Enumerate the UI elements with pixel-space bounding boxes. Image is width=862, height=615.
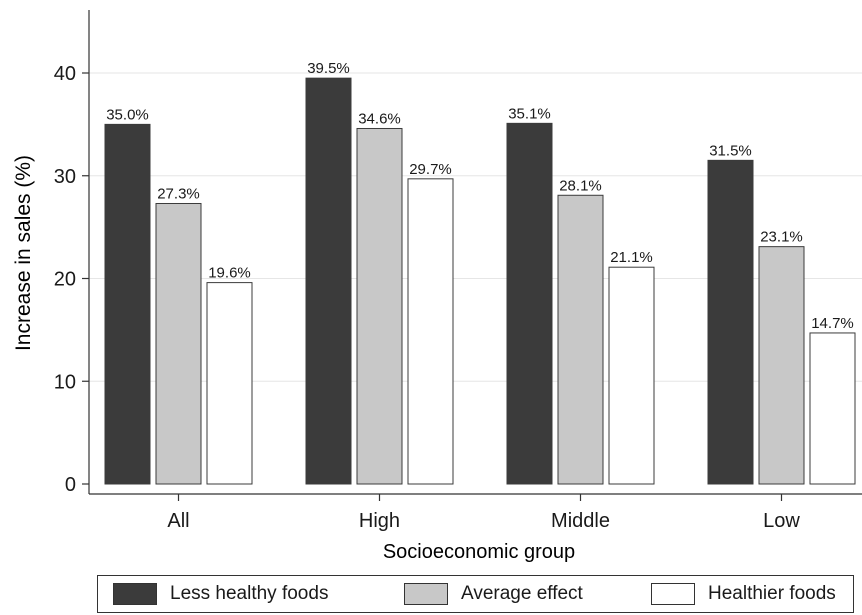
bar-low-series-2 bbox=[809, 332, 856, 485]
bar-high-series-2 bbox=[407, 178, 454, 485]
legend-item-average: Average effect bbox=[404, 583, 583, 605]
bar-middle-series-1 bbox=[557, 194, 604, 485]
data-label-all-series-2: 19.6% bbox=[208, 265, 251, 282]
bar-low-series-1 bbox=[758, 246, 805, 485]
data-label-middle-series-2: 21.1% bbox=[610, 249, 653, 266]
legend-item-healthier: Healthier foods bbox=[651, 583, 836, 605]
axes: 0 10 20 30 40 All High Middle Low bbox=[54, 10, 862, 532]
data-label-high-series-1: 34.6% bbox=[358, 110, 401, 127]
data-labels: 35.0% 27.3% 19.6% 39.5% 34.6% 29.7% 35.1% 28.1%… bbox=[106, 60, 854, 332]
data-label-high-series-0: 39.5% bbox=[307, 60, 350, 77]
bar-all-series-2 bbox=[206, 282, 253, 485]
bar-high-series-0 bbox=[305, 77, 352, 485]
data-label-all-series-0: 35.0% bbox=[106, 106, 149, 123]
data-label-all-series-1: 27.3% bbox=[157, 185, 200, 202]
legend-swatch-less-healthy bbox=[113, 583, 157, 605]
y-axis-title: Increase in sales (%) bbox=[12, 155, 35, 351]
y-tick-label-10: 10 bbox=[54, 371, 76, 393]
bar-middle-series-0 bbox=[506, 122, 553, 485]
x-axis-title: Socioeconomic group bbox=[383, 541, 575, 563]
x-tick-label-low: Low bbox=[763, 510, 800, 532]
y-tick-label-20: 20 bbox=[54, 269, 76, 291]
data-label-low-series-2: 14.7% bbox=[811, 315, 854, 332]
data-label-high-series-2: 29.7% bbox=[409, 161, 452, 178]
bar-middle-series-2 bbox=[608, 266, 655, 485]
data-label-middle-series-0: 35.1% bbox=[508, 105, 551, 122]
y-tick-label-0: 0 bbox=[65, 474, 76, 496]
legend-label-less-healthy: Less healthy foods bbox=[170, 583, 329, 604]
bar-high-series-1 bbox=[356, 127, 403, 485]
bar-all-series-0 bbox=[104, 123, 151, 485]
legend: Less healthy foods Average effect Health… bbox=[97, 575, 854, 613]
x-tick-label-high: High bbox=[359, 510, 400, 532]
x-tick-label-middle: Middle bbox=[551, 510, 610, 532]
data-label-middle-series-1: 28.1% bbox=[559, 177, 602, 194]
legend-item-less-healthy: Less healthy foods bbox=[113, 583, 328, 605]
y-tick-label-30: 30 bbox=[54, 166, 76, 188]
bar-low-series-0 bbox=[707, 159, 754, 485]
legend-swatch-average bbox=[404, 583, 448, 605]
legend-swatch-healthier bbox=[651, 583, 695, 605]
x-tick-label-all: All bbox=[167, 510, 189, 532]
legend-label-healthier: Healthier foods bbox=[708, 583, 836, 604]
chart-canvas: 35.0% 27.3% 19.6% 39.5% 34.6% 29.7% 35.1% 28.1%… bbox=[12, 10, 862, 563]
y-tick-label-40: 40 bbox=[54, 63, 76, 85]
data-label-low-series-0: 31.5% bbox=[709, 142, 752, 159]
legend-label-average: Average effect bbox=[461, 583, 583, 604]
bar-all-series-1 bbox=[155, 202, 202, 485]
bars bbox=[104, 77, 856, 485]
data-label-low-series-1: 23.1% bbox=[760, 229, 803, 246]
